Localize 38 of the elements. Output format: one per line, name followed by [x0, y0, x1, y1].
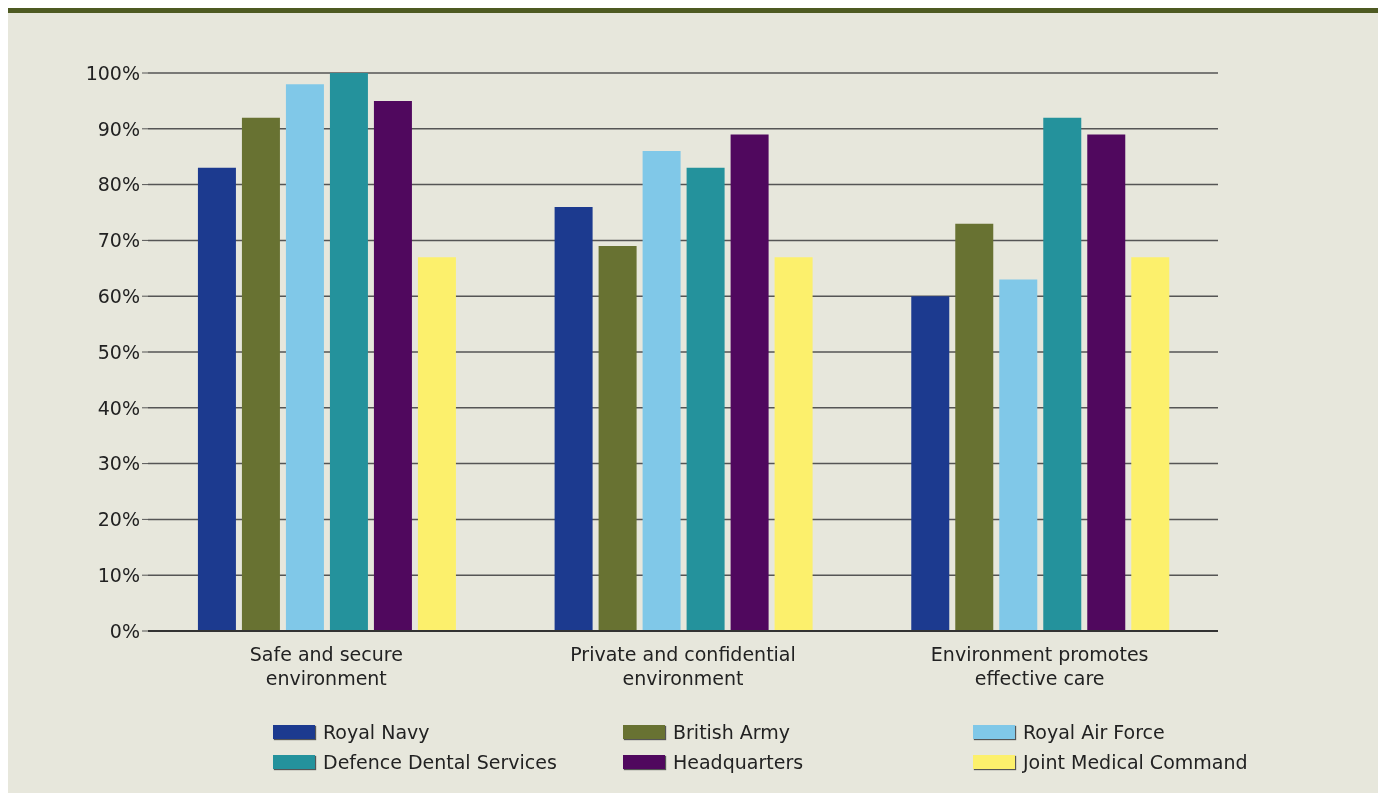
bar: [554, 206, 593, 631]
x-tick-label: Environment promotes effective care: [930, 643, 1149, 689]
bar: [642, 151, 681, 631]
legend-label: Headquarters: [673, 751, 804, 773]
x-tick-label: Safe and secure environment: [249, 643, 403, 689]
bar: [197, 167, 236, 631]
legend-label: Defence Dental Services: [323, 751, 557, 773]
y-tick-label: 20%: [97, 508, 140, 531]
y-tick-label: 90%: [97, 117, 140, 140]
y-tick-label: 80%: [97, 173, 140, 196]
bar: [911, 296, 950, 631]
bar: [373, 100, 412, 631]
bar: [241, 117, 280, 631]
bar: [686, 167, 725, 631]
bar: [1087, 134, 1126, 631]
legend-label: Joint Medical Command: [1023, 751, 1248, 773]
bar: [1043, 117, 1082, 631]
y-tick-label: 30%: [97, 452, 140, 475]
y-tick-label: 10%: [97, 563, 140, 586]
bar: [285, 84, 324, 631]
y-tick-label: 50%: [97, 340, 140, 363]
legend-label: British Army: [673, 721, 791, 743]
x-tick-label: Private and confidential environment: [570, 643, 796, 689]
bar: [598, 245, 637, 631]
bar: [774, 257, 813, 631]
bar: [730, 134, 769, 631]
bar: [417, 257, 456, 631]
y-tick-label: 60%: [97, 284, 140, 307]
y-tick-label: 70%: [97, 229, 140, 252]
bar: [329, 73, 368, 631]
bar: [1131, 257, 1170, 631]
bar: [955, 223, 994, 631]
y-tick-label: 0%: [109, 619, 140, 642]
y-tick-label: 100%: [85, 61, 140, 84]
bar: [999, 279, 1038, 631]
legend-label: Royal Navy: [323, 721, 430, 743]
y-tick-label: 40%: [97, 396, 140, 419]
legend-label: Royal Air Force: [1023, 721, 1165, 743]
